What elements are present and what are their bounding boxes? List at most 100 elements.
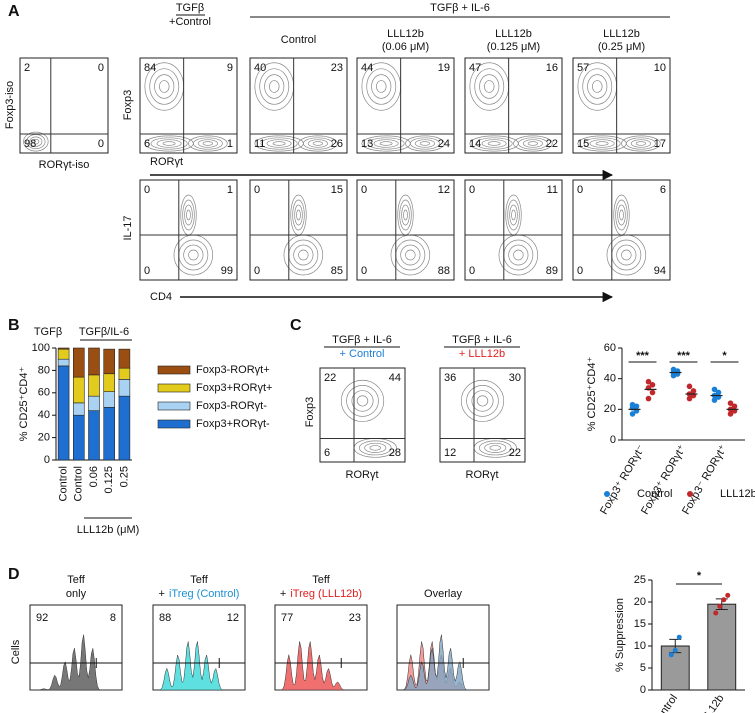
contour [144,135,194,152]
quadrant-value: 23 [331,62,343,74]
quadrant-value: 0 [254,265,260,277]
histogram-fill [397,634,489,691]
quadrant-value: 44 [361,62,373,74]
contour [513,249,524,261]
contour [479,74,500,99]
flow-plot [319,367,406,463]
quadrant-value: 15 [577,138,589,150]
contour [186,209,191,221]
quadrant-value: 9 [227,62,233,74]
y-tick-label: 60 [604,342,616,354]
column-header: LLL12b [603,28,640,40]
header: Teff [190,574,208,586]
gate-value: 23 [349,612,361,624]
significance: *** [677,350,691,362]
histogram-fill [153,641,245,691]
header: +Control [169,16,211,28]
axis-label: Foxp3-iso [4,81,16,129]
subtitle: iTreg (Control) [169,588,240,600]
header: Teff [312,574,330,586]
contour [369,445,381,451]
contour [290,194,307,236]
bar-segment [103,348,115,375]
y-tick-label: 20 [604,403,616,415]
point [645,395,652,402]
header: TGFβ + IL-6 [332,334,392,346]
contour [197,139,218,148]
quadrant-value: 89 [546,265,558,277]
point [649,389,656,396]
x-tick-label: 0.125 [103,466,115,494]
contour [511,209,516,221]
quadrant-value: 13 [361,138,373,150]
x-tick-label: Control [73,466,85,501]
y-tick-label: 0 [640,684,646,696]
point [686,383,693,390]
contour [150,137,188,150]
column-header: (0.25 μM) [598,41,645,53]
column-header: (0.06 μM) [382,41,429,53]
quadrant-value: 0 [254,184,260,196]
panel-label: C [290,317,302,334]
bar-segment [88,374,100,397]
contour [260,137,298,150]
contour [460,379,505,422]
column-header: Control [281,34,316,46]
y-tick-label: 60 [38,387,50,399]
point [686,395,693,402]
significance: * [722,350,727,362]
contour [371,74,392,99]
contour [592,80,603,93]
contour [471,390,494,412]
bar-segment [73,414,85,461]
contour [180,194,197,236]
quadrant-value: 24 [438,138,450,150]
gate-value: 92 [36,612,48,624]
contour [358,440,392,456]
point [668,652,674,658]
flow-plot [139,179,238,281]
contour [293,244,314,266]
axis-label: IL-17 [122,215,134,240]
quadrant-value: 85 [331,265,343,277]
bar-segment [118,395,131,461]
quadrant-value: 0 [361,265,367,277]
contour [259,68,290,105]
y-tick-label: 0 [610,434,616,446]
histogram-fill [275,641,367,691]
axis-label: RORγt-iso [39,159,90,171]
quadrant-value: 40 [254,62,266,74]
bar-segment [73,347,85,378]
quadrant-value: 28 [389,447,401,459]
quadrant-value: 36 [444,372,456,384]
header: Teff [67,574,85,586]
header: Overlay [424,588,462,600]
y-tick-label: 20 [38,432,50,444]
quadrant-value: 10 [654,62,666,74]
quadrant-value: 0 [577,265,583,277]
y-tick-label: 25 [634,574,646,586]
contour [298,249,309,261]
quadrant-value: 0 [469,265,475,277]
x-tick-label: Control [58,466,70,501]
significance: *** [636,350,650,362]
contour [397,194,414,236]
point [676,634,682,640]
axis-label: Cells [10,639,22,664]
axis-label: Foxp3 [122,90,134,121]
condition: + LLL12b [459,348,505,360]
contour [202,141,214,146]
y-tick-label: 40 [38,409,50,421]
contour [606,234,647,276]
quadrant-value: 44 [389,372,401,384]
contour [173,234,214,276]
x-tick-label: LLL12b [696,693,727,713]
group-label: TGFβ/IL-6 [79,326,129,338]
quadrant-value: 99 [221,265,233,277]
axis-label: RORγt [466,469,499,481]
contour [188,249,199,261]
y-tick-label: 40 [604,373,616,385]
quadrant-value: 22 [324,372,336,384]
point [717,603,723,609]
contour [527,141,539,146]
